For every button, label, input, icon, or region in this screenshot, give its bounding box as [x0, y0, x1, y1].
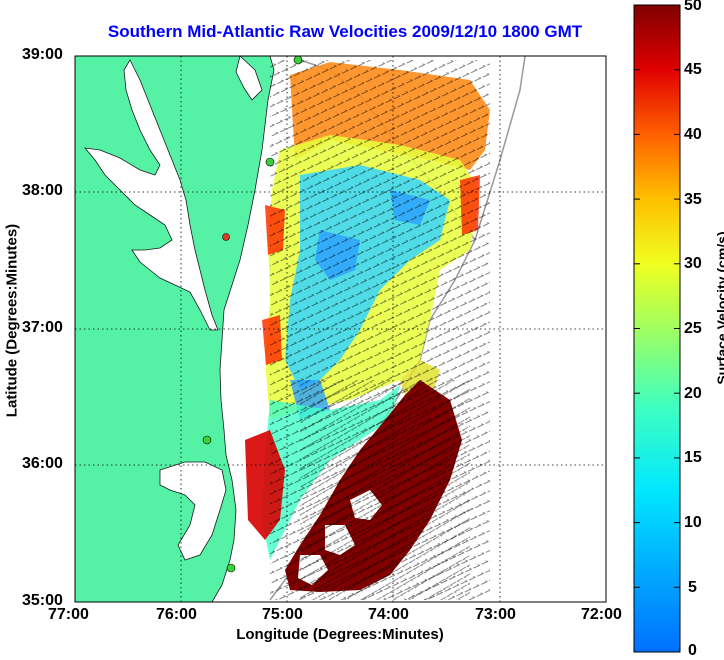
colorbar-tick-label: 10	[684, 514, 702, 531]
x-tick-label: 73:00	[475, 606, 516, 623]
colorbar-tick-label: 30	[684, 255, 702, 272]
radar-station-marker[interactable]	[226, 563, 236, 573]
radar-station-marker[interactable]	[265, 157, 275, 167]
y-tick-label: 39:00	[22, 46, 63, 63]
colorbar-tick-label: 45	[684, 61, 702, 78]
map-title: Southern Mid-Atlantic Raw Velocities 200…	[107, 22, 583, 41]
x-axis-label: Longitude (Degrees:Minutes)	[236, 626, 444, 643]
colorbar-label: Surface Velocity (cm/s)	[714, 231, 724, 385]
y-tick-label: 36:00	[22, 455, 63, 472]
colorbar-tick-label: 50	[684, 0, 702, 14]
colorbar-tick-label: 20	[684, 385, 702, 402]
radar-station-marker[interactable]	[293, 56, 303, 65]
x-tick-label: 72:00	[581, 606, 622, 623]
colorbar-tick-label: 25	[684, 320, 702, 337]
x-tick-label: 77:00	[48, 606, 89, 623]
y-tick-label: 37:00	[22, 319, 63, 336]
colorbar	[633, 4, 681, 653]
x-tick-label: 74:00	[368, 606, 409, 623]
pamlico-sound	[159, 461, 227, 561]
radar-station-alert-marker[interactable]	[222, 233, 230, 241]
y-tick-label: 35:00	[22, 592, 63, 609]
colorbar-tick-label: 5	[688, 579, 697, 596]
x-tick-label: 76:00	[156, 606, 197, 623]
colorbar-tick-marks	[634, 4, 680, 588]
y-axis-label: Latitude (Degrees:Minutes)	[3, 223, 21, 418]
colorbar-tick-label: 15	[684, 449, 702, 466]
chesapeake-bay	[84, 59, 219, 331]
map-gridlines	[75, 56, 606, 602]
colorbar-tick-label: 35	[684, 191, 702, 208]
delaware-bay	[235, 56, 263, 101]
x-tick-label: 75:00	[262, 606, 303, 623]
velocity-field	[245, 60, 490, 600]
radar-station-marker[interactable]	[202, 435, 212, 445]
y-tick-label: 38:00	[22, 182, 63, 199]
colorbar-tick-label: 0	[688, 642, 697, 659]
colorbar-tick-label: 40	[684, 126, 702, 143]
